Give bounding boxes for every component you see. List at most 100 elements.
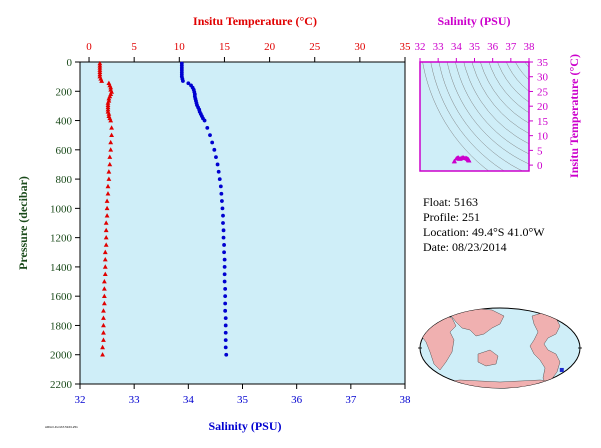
pressure-tick-label: 1400 bbox=[50, 262, 73, 274]
salinity-point bbox=[208, 133, 212, 138]
profile-plot: 0 5 10 15 20 25 30 35 32 33 34 35 36 37 38 0 200 400 600… bbox=[16, 14, 411, 433]
ts-salinity-tick-label: 36 bbox=[487, 41, 499, 53]
salinity-point bbox=[223, 323, 228, 328]
ts-temperature-tick-label: 20 bbox=[537, 101, 549, 113]
salinity-point bbox=[220, 206, 225, 211]
ts-series bbox=[451, 155, 472, 164]
pressure-axis-ticks: 0 200 400 600 800 1000 1200 1400 1600 1800 2000 220… bbox=[50, 57, 80, 391]
temperature-point bbox=[103, 227, 109, 233]
salinity-point bbox=[223, 330, 228, 335]
salinity-point bbox=[222, 257, 227, 262]
temperature-point bbox=[101, 286, 107, 291]
ts-temperature-ticks: 0 5 10 15 20 25 30 35 bbox=[529, 57, 549, 172]
ts-salinity-tick-label: 38 bbox=[524, 41, 536, 53]
salinity-tick-label: 36 bbox=[291, 394, 303, 406]
ts-point bbox=[466, 158, 472, 163]
temperature-tick-label: 30 bbox=[354, 41, 366, 53]
temperature-point bbox=[105, 191, 111, 196]
australia-landmass bbox=[477, 349, 499, 367]
salinity-point bbox=[222, 265, 227, 269]
float-location-marker bbox=[559, 367, 564, 372]
salinity-point bbox=[222, 279, 227, 284]
temperature-tick-label: 10 bbox=[174, 41, 186, 53]
asia-landmass bbox=[447, 308, 505, 337]
temperature-point bbox=[103, 242, 109, 247]
temperature-point bbox=[107, 161, 113, 167]
salinity-point bbox=[210, 140, 215, 145]
temperature-point bbox=[104, 213, 110, 218]
pressure-tick-label: 1800 bbox=[50, 320, 73, 332]
ts-temperature-tick-label: 15 bbox=[537, 116, 549, 128]
ts-temperature-tick-label: 10 bbox=[537, 131, 549, 143]
salinity-point bbox=[202, 118, 207, 123]
temperature-point bbox=[108, 139, 114, 145]
temperature-point bbox=[106, 169, 112, 174]
salinity-point bbox=[223, 338, 228, 342]
salinity-tick-label: 37 bbox=[345, 394, 357, 406]
ts-temperature-tick-label: 30 bbox=[537, 72, 549, 84]
salinity-point bbox=[212, 147, 217, 152]
temperature-point bbox=[109, 132, 114, 137]
profile-plot-area bbox=[79, 61, 406, 385]
temperature-point bbox=[105, 183, 111, 189]
temperature-point bbox=[101, 315, 106, 320]
salinity-point bbox=[223, 308, 228, 313]
ts-temperature-axis-title: Insitu Temperature (°C) bbox=[567, 54, 581, 178]
salinity-point bbox=[223, 294, 228, 299]
footer-code: ARGO-FLOAT-5163-251 bbox=[45, 425, 78, 429]
salinity-point bbox=[205, 125, 210, 130]
ts-diagram: 32 33 34 35 36 37 38 0 5 10 15 20 25 30 35 Salinity (… bbox=[415, 0, 601, 178]
ts-salinity-ticks: 32 33 34 35 36 37 38 bbox=[415, 41, 536, 62]
pressure-tick-label: 0 bbox=[67, 57, 73, 69]
temperature-point bbox=[101, 330, 106, 335]
temperature-point bbox=[101, 300, 107, 306]
americas-landmass bbox=[529, 311, 561, 387]
salinity-point bbox=[215, 162, 220, 167]
salinity-point bbox=[186, 81, 191, 86]
salinity-point bbox=[219, 191, 224, 196]
salinity-point bbox=[223, 316, 228, 321]
pressure-tick-label: 2000 bbox=[50, 350, 73, 362]
salinity-tick-label: 38 bbox=[400, 394, 412, 406]
pressure-tick-label: 800 bbox=[56, 174, 73, 186]
temperature-point bbox=[101, 337, 106, 342]
temperature-series bbox=[97, 60, 114, 357]
salinity-point bbox=[223, 345, 228, 350]
profile-number: Profile: 251 bbox=[423, 210, 480, 224]
salinity-series bbox=[179, 61, 229, 357]
float-id: Float: 5163 bbox=[423, 195, 478, 209]
temperature-tick-label: 5 bbox=[131, 41, 137, 53]
temperature-point bbox=[102, 256, 108, 262]
temperature-point bbox=[101, 308, 106, 313]
pressure-tick-label: 600 bbox=[56, 145, 73, 157]
temperature-point bbox=[101, 293, 107, 298]
location: Location: 49.4°S 41.0°W bbox=[423, 225, 545, 239]
salinity-point bbox=[181, 79, 185, 83]
temperature-point bbox=[102, 249, 108, 255]
ts-point bbox=[452, 158, 457, 164]
temperature-point bbox=[100, 344, 105, 350]
temperature-point bbox=[108, 147, 114, 152]
ts-temperature-tick-label: 35 bbox=[537, 57, 549, 69]
salinity-point bbox=[221, 221, 225, 225]
temperature-point bbox=[103, 235, 109, 240]
salinity-point bbox=[216, 169, 221, 174]
float-info: Float: 5163 Profile: 251 Location: 49.4°… bbox=[423, 195, 545, 254]
world-map bbox=[418, 307, 582, 389]
temperature-point bbox=[101, 278, 107, 284]
salinity-point bbox=[217, 177, 222, 181]
pressure-tick-label: 1600 bbox=[50, 291, 73, 303]
pressure-tick-label: 1200 bbox=[50, 233, 73, 245]
ts-salinity-tick-label: 34 bbox=[451, 41, 463, 53]
salinity-point bbox=[223, 286, 228, 291]
temperature-point bbox=[109, 125, 114, 130]
date: Date: 08/23/2014 bbox=[423, 240, 507, 254]
temperature-point bbox=[104, 205, 110, 211]
pressure-tick-label: 2200 bbox=[50, 379, 73, 391]
salinity-tick-label: 34 bbox=[183, 394, 195, 406]
density-contour bbox=[524, 0, 601, 77]
salinity-point bbox=[222, 243, 226, 247]
salinity-axis-ticks: 32 33 34 35 36 37 38 bbox=[75, 384, 412, 406]
salinity-point bbox=[220, 199, 224, 203]
